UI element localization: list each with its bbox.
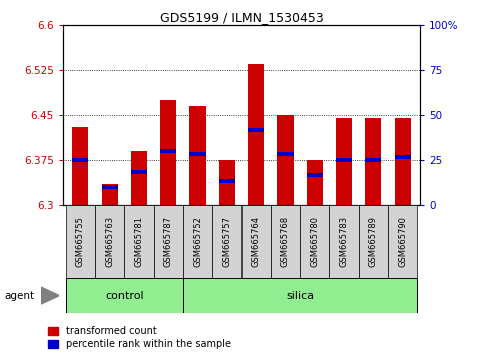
Text: GSM665790: GSM665790 — [398, 216, 407, 267]
Bar — [66, 278, 183, 313]
Bar — [395, 155, 411, 159]
Bar — [101, 184, 118, 205]
Bar — [307, 173, 323, 177]
Text: GSM665757: GSM665757 — [222, 216, 231, 267]
Bar — [131, 151, 147, 205]
Bar — [248, 128, 264, 132]
Bar — [95, 205, 124, 278]
Bar — [242, 205, 271, 278]
Bar — [359, 205, 388, 278]
Bar — [395, 118, 411, 205]
Bar — [248, 64, 264, 205]
Bar — [66, 205, 95, 278]
Text: GSM665781: GSM665781 — [134, 216, 143, 267]
Text: GSM665768: GSM665768 — [281, 216, 290, 267]
Bar — [388, 205, 417, 278]
Bar — [160, 100, 176, 205]
Text: GSM665764: GSM665764 — [252, 216, 261, 267]
Bar — [101, 185, 118, 189]
Bar — [365, 118, 382, 205]
Text: GSM665752: GSM665752 — [193, 216, 202, 267]
Bar — [72, 127, 88, 205]
Bar — [189, 152, 206, 156]
Bar — [131, 170, 147, 174]
Bar — [307, 160, 323, 205]
Bar — [212, 205, 242, 278]
Bar — [336, 118, 352, 205]
Bar — [154, 205, 183, 278]
Text: GDS5199 / ILMN_1530453: GDS5199 / ILMN_1530453 — [159, 11, 324, 24]
Legend: transformed count, percentile rank within the sample: transformed count, percentile rank withi… — [48, 326, 231, 349]
Bar — [124, 205, 154, 278]
Bar — [189, 106, 206, 205]
Text: control: control — [105, 291, 143, 301]
Bar — [365, 158, 382, 162]
Bar — [329, 205, 359, 278]
Bar — [183, 278, 417, 313]
Bar — [72, 158, 88, 162]
Bar — [277, 115, 294, 205]
Bar — [183, 205, 212, 278]
Text: GSM665783: GSM665783 — [340, 216, 349, 267]
Text: GSM665763: GSM665763 — [105, 216, 114, 267]
Text: silica: silica — [286, 291, 314, 301]
Bar — [160, 149, 176, 153]
Bar — [271, 205, 300, 278]
Bar — [277, 152, 294, 156]
Bar — [336, 158, 352, 162]
Bar — [219, 179, 235, 183]
Text: GSM665755: GSM665755 — [76, 216, 85, 267]
Bar — [300, 205, 329, 278]
Polygon shape — [41, 287, 59, 304]
Text: agent: agent — [5, 291, 35, 301]
Text: GSM665789: GSM665789 — [369, 216, 378, 267]
Bar — [219, 160, 235, 205]
Text: GSM665780: GSM665780 — [310, 216, 319, 267]
Text: GSM665787: GSM665787 — [164, 216, 173, 267]
